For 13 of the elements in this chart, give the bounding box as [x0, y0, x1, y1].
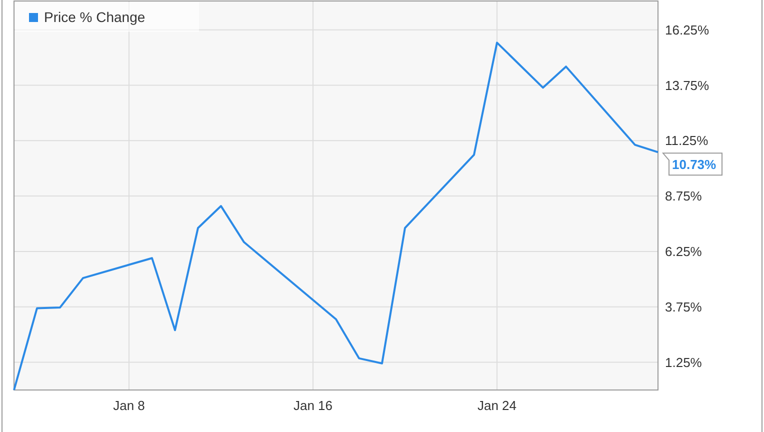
annotation: 10.73% [672, 157, 717, 172]
y-tick-label: 11.25% [665, 133, 709, 148]
y-tick-label: 8.75% [665, 188, 702, 204]
x-tick-label: Jan 24 [477, 398, 517, 413]
y-tick-label: 13.75% [665, 78, 710, 93]
y-tick-label: 6.25% [665, 244, 702, 260]
y-tick-label: 16.25% [665, 22, 710, 38]
legend-label: Price % Change [44, 9, 146, 25]
line-series [13, 42, 659, 391]
x-tick-label: Jan 8 [113, 398, 145, 413]
x-tick-label: Jan 16 [293, 398, 333, 413]
y-tick-label: 3.75% [665, 299, 702, 314]
y-tick-label: 1.25% [665, 354, 702, 370]
